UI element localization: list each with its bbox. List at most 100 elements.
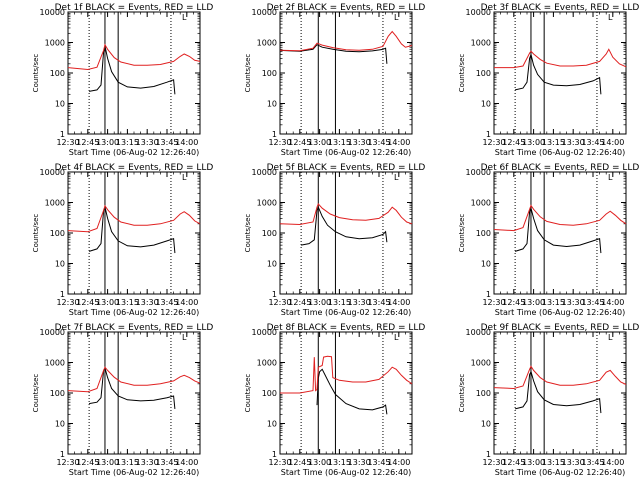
x-tick-label: 13:30 — [562, 298, 585, 307]
corner-marker: L — [182, 333, 187, 342]
plot-frame — [493, 331, 627, 455]
y-tick-label: 10000 — [40, 8, 65, 17]
x-tick-label: 13:30 — [136, 138, 159, 147]
y-tick-label: 1 — [272, 450, 277, 459]
x-tick-label: 12:45 — [502, 138, 525, 147]
y-tick-label: 10000 — [40, 168, 65, 177]
y-tick-label: 10 — [481, 420, 491, 429]
corner-marker: L — [394, 173, 399, 182]
x-tick-label: 14:00 — [601, 458, 624, 467]
x-axis-label: Start Time (06-Aug-02 12:26:40) — [495, 468, 626, 477]
x-tick-label: 12:45 — [76, 298, 99, 307]
panel-title: Det 4f BLACK = Events, RED = LLD — [55, 163, 214, 173]
x-tick-label: 13:15 — [542, 298, 565, 307]
x-tick-label: 13:00 — [308, 138, 331, 147]
y-tick-label: 1 — [60, 290, 65, 299]
x-tick-label: 14:00 — [175, 298, 198, 307]
x-axis-label: Start Time (06-Aug-02 12:26:40) — [69, 148, 200, 157]
lld-series-line — [67, 43, 201, 71]
lld-series-line — [280, 355, 413, 394]
x-tick-label: 13:30 — [562, 458, 585, 467]
x-tick-label: 13:15 — [542, 458, 565, 467]
y-tick-label: 10000 — [252, 168, 277, 177]
x-tick-label: 13:30 — [562, 138, 585, 147]
x-tick-label: 13:15 — [116, 138, 139, 147]
corner-marker: L — [394, 333, 399, 342]
plot-frame — [279, 171, 413, 295]
x-tick-label: 13:15 — [116, 458, 139, 467]
x-tick-label: 13:15 — [542, 138, 565, 147]
y-tick-label: 10 — [55, 100, 65, 109]
x-tick-label: 13:30 — [348, 298, 371, 307]
x-tick-label: 12:45 — [502, 458, 525, 467]
x-tick-label: 13:15 — [328, 458, 351, 467]
plot-frame — [279, 11, 413, 135]
events-series-line — [316, 368, 388, 415]
panel-title: Det 8f BLACK = Events, RED = LLD — [267, 323, 426, 333]
corner-marker: L — [608, 333, 613, 342]
y-tick-label: 1 — [60, 130, 65, 139]
x-tick-label: 12:45 — [288, 298, 311, 307]
x-tick-label: 14:00 — [387, 138, 410, 147]
corner-marker: L — [608, 173, 613, 182]
y-axis-label: Counts/sec — [458, 54, 466, 93]
events-series-line — [514, 206, 602, 254]
y-axis-label: Counts/sec — [244, 374, 252, 413]
lld-series-line — [494, 48, 627, 69]
x-tick-label: 12:30 — [482, 458, 505, 467]
y-tick-label: 100 — [262, 229, 277, 238]
x-tick-label: 13:45 — [581, 298, 604, 307]
y-axis-label: Counts/sec — [458, 214, 466, 253]
y-tick-label: 1 — [60, 450, 65, 459]
panel-title: Det 3f BLACK = Events, RED = LLD — [481, 3, 640, 13]
lld-series-line — [493, 204, 627, 232]
x-tick-label: 12:30 — [268, 298, 291, 307]
x-tick-label: 14:00 — [387, 298, 410, 307]
corner-marker: L — [182, 173, 187, 182]
x-tick-label: 12:45 — [76, 458, 99, 467]
x-tick-label: 14:00 — [175, 138, 198, 147]
panel-title: Det 6f BLACK = Events, RED = LLD — [481, 163, 640, 173]
y-axis-label: Counts/sec — [32, 374, 40, 413]
events-series-line — [88, 205, 176, 254]
x-tick-label: 12:30 — [268, 138, 291, 147]
y-axis-label: Counts/sec — [244, 214, 252, 253]
x-tick-label: 12:30 — [56, 458, 79, 467]
x-tick-label: 13:45 — [367, 298, 390, 307]
x-tick-label: 13:30 — [136, 458, 159, 467]
plot-frame — [493, 171, 627, 295]
events-series-line — [279, 44, 388, 64]
x-tick-label: 13:00 — [522, 458, 545, 467]
y-tick-label: 1000 — [257, 359, 277, 368]
y-tick-label: 10000 — [40, 328, 65, 337]
x-tick-label: 14:00 — [601, 138, 624, 147]
y-tick-label: 100 — [476, 229, 491, 238]
events-series-line — [89, 46, 176, 95]
x-tick-label: 12:30 — [56, 138, 79, 147]
plot-frame — [493, 11, 627, 135]
y-tick-label: 100 — [50, 69, 65, 78]
y-tick-label: 1 — [486, 450, 491, 459]
panel-title: Det 7f BLACK = Events, RED = LLD — [55, 323, 214, 333]
lld-series-line — [279, 202, 413, 226]
x-tick-label: 12:45 — [76, 138, 99, 147]
y-tick-label: 10000 — [466, 8, 491, 17]
x-tick-label: 13:30 — [348, 458, 371, 467]
y-tick-label: 10000 — [252, 328, 277, 337]
x-tick-label: 13:15 — [116, 298, 139, 307]
y-tick-label: 1000 — [471, 39, 491, 48]
x-tick-label: 13:00 — [522, 138, 545, 147]
panel-title: Det 5f BLACK = Events, RED = LLD — [267, 163, 426, 173]
y-tick-label: 10 — [481, 260, 491, 269]
y-tick-label: 100 — [50, 389, 65, 398]
events-series-line — [514, 370, 602, 414]
x-tick-label: 14:00 — [601, 298, 624, 307]
y-tick-label: 10 — [267, 260, 277, 269]
